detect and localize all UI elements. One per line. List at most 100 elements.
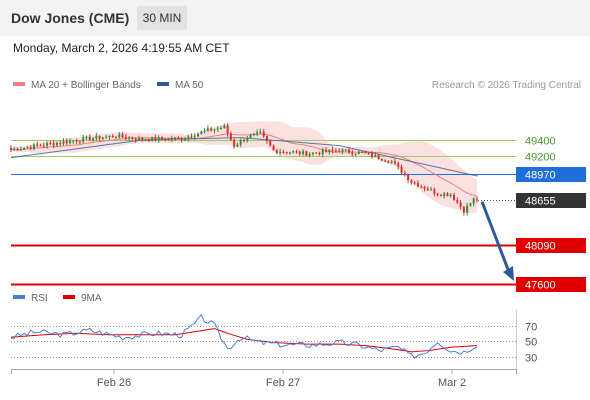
candle: [341, 148, 344, 155]
candle-body: [413, 182, 416, 184]
candle-body: [226, 125, 229, 134]
candle-body: [265, 136, 268, 141]
ma50-line: [10, 137, 478, 177]
candle: [59, 140, 62, 147]
candle-body: [397, 163, 400, 167]
level-49400: 49400: [11, 136, 556, 148]
candle: [13, 146, 16, 151]
candle: [220, 125, 223, 130]
candle: [108, 135, 111, 140]
candle-body: [472, 198, 475, 204]
candle-body: [370, 152, 373, 157]
candle: [134, 137, 137, 143]
candle-body: [29, 147, 32, 149]
candle-body: [82, 137, 85, 142]
candle-body: [446, 193, 449, 197]
candle-body: [65, 141, 68, 144]
candle: [364, 151, 367, 154]
candle-body: [285, 151, 288, 153]
candle: [262, 128, 265, 138]
candle-body: [118, 134, 121, 138]
candle: [26, 145, 29, 149]
candle-body: [183, 138, 186, 141]
candle: [29, 145, 32, 151]
candle: [321, 147, 324, 158]
candle: [197, 132, 200, 138]
candle-body: [351, 152, 354, 155]
level-48090: 48090: [11, 238, 586, 253]
candle-body: [170, 138, 173, 140]
candle: [82, 134, 85, 144]
level-49200: 49200: [11, 152, 556, 164]
candle-body: [416, 183, 419, 187]
candle: [144, 138, 147, 142]
candle: [183, 136, 186, 142]
candle: [75, 138, 78, 144]
candle-body: [380, 159, 383, 161]
support-label-box: [516, 277, 586, 292]
candle-body: [361, 151, 364, 153]
candle: [151, 136, 154, 142]
candle: [269, 139, 272, 147]
candle-body: [223, 125, 226, 129]
candle-body: [98, 135, 101, 139]
candle: [462, 206, 465, 216]
candle: [351, 149, 354, 157]
candle-body: [453, 194, 456, 201]
candle: [236, 142, 239, 148]
candle-body: [128, 137, 131, 139]
candle-body: [443, 193, 446, 196]
candle: [439, 193, 442, 197]
support-label: 47600: [525, 280, 556, 292]
candle-body: [272, 145, 275, 151]
level-48970: 48970: [11, 167, 586, 182]
candle: [311, 152, 314, 157]
candle: [52, 140, 55, 149]
candle: [46, 141, 49, 149]
candle-body: [157, 137, 160, 141]
candle-body: [367, 152, 370, 154]
candle: [354, 153, 357, 157]
candle: [456, 197, 459, 205]
candle-body: [85, 136, 88, 138]
candle-body: [141, 137, 144, 140]
candle: [32, 143, 35, 151]
candle: [36, 141, 39, 148]
candle-body: [423, 186, 426, 189]
candle-body: [357, 151, 360, 154]
candle-body: [121, 134, 124, 138]
candle: [213, 128, 216, 134]
candle-body: [262, 131, 265, 137]
candle-body: [177, 137, 180, 139]
candle-body: [95, 135, 98, 139]
candle-body: [338, 150, 341, 153]
candle-body: [92, 138, 95, 141]
candle-body: [46, 143, 49, 146]
candle: [249, 133, 252, 139]
forecast-arrow-head: [503, 266, 514, 281]
candle: [85, 135, 88, 141]
timeframe-badge[interactable]: 30 MIN: [137, 6, 187, 30]
candle-body: [325, 149, 328, 152]
candle-body: [348, 149, 351, 153]
ma50-legend-label: MA 50: [175, 80, 204, 91]
legend-ma50: MA 50: [157, 80, 203, 91]
candle-body: [39, 145, 42, 147]
candle-body: [243, 140, 245, 142]
candle: [407, 173, 410, 183]
legend-9ma: 9MA: [63, 293, 102, 304]
legend-ma20: MA 20 + Bollinger Bands: [13, 80, 141, 91]
candle: [380, 158, 383, 162]
candle: [239, 138, 242, 148]
candle: [374, 152, 377, 158]
candle-body: [174, 137, 177, 140]
candle-body: [403, 173, 406, 175]
candle: [98, 135, 101, 142]
candle-body: [456, 200, 459, 203]
candle: [203, 128, 206, 134]
candle-body: [374, 155, 377, 157]
candle-body: [160, 137, 163, 139]
candle-body: [210, 128, 213, 131]
candle-body: [387, 161, 390, 163]
